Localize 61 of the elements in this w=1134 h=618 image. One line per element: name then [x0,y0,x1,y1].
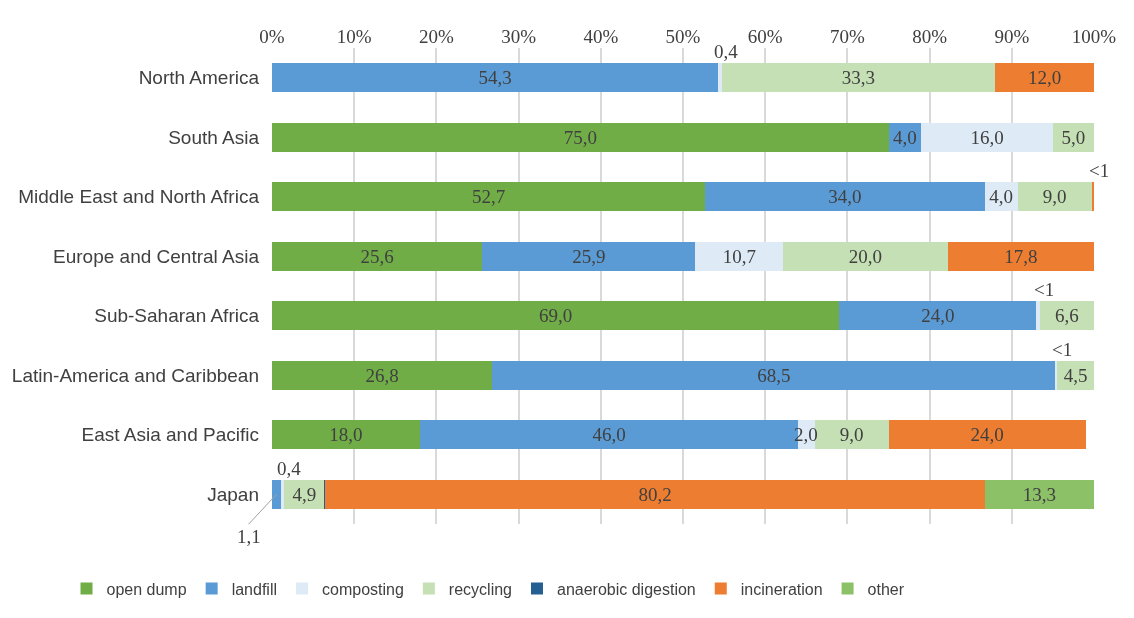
data-label: 25,6 [360,245,394,267]
x-tick-label: 70% [829,26,865,48]
x-tick-label: 30% [501,26,537,48]
x-tick-label: 10% [336,26,372,48]
data-label: 4,0 [989,186,1013,208]
legend-label: landfill [231,580,278,598]
x-tick-label: 100% [1071,26,1117,48]
data-label: 25,9 [572,245,606,267]
data-label: <1 [1034,279,1055,300]
y-tick-label: Sub-Saharan Africa [94,305,260,327]
data-label: <1 [1052,339,1073,360]
x-tick-label: 50% [665,26,701,48]
x-tick-label: 90% [994,26,1030,48]
data-label: 24,0 [970,424,1004,446]
y-tick-label: Latin-America and Caribbean [11,364,259,386]
legend-label: composting [322,580,404,598]
data-label: 4,0 [893,126,917,148]
y-tick-label: Europe and Central Asia [53,245,260,267]
data-label: 4,9 [292,483,317,505]
data-label: 12,0 [1028,67,1062,89]
data-label: 80,2 [638,483,672,505]
data-label: 4,5 [1063,364,1088,386]
x-tick-label: 80% [912,26,948,48]
y-tick-label: North America [138,67,260,89]
data-label: <1 [1089,160,1110,181]
data-label: 18,0 [329,424,363,446]
data-label: 1,1 [237,526,261,547]
data-label: 75,0 [563,126,597,148]
data-label: 68,5 [757,364,791,386]
data-label: 5,0 [1061,126,1086,148]
legend-label: open dump [106,580,187,598]
legend-label: anaerobic digestion [556,580,696,598]
y-tick-label: Middle East and North Africa [18,186,260,208]
x-tick-label: 20% [418,26,454,48]
data-label: 26,8 [365,364,399,386]
x-tick-label: 60% [747,26,783,48]
data-label: 24,0 [921,305,955,327]
data-label: 0,4 [277,458,302,479]
data-label: 69,0 [538,305,573,327]
legend-label: incineration [740,580,823,598]
data-label: 13,3 [1022,483,1056,505]
data-label: 6,6 [1055,305,1079,327]
data-label: 20,0 [848,245,883,267]
data-label: 54,3 [478,67,512,89]
y-tick-label: South Asia [168,126,260,148]
legend-label: recycling [448,580,512,598]
data-label: 46,0 [592,424,626,446]
data-label: 9,0 [1042,186,1067,208]
y-tick-label: Japan [207,483,259,505]
x-tick-label: 0% [259,26,285,48]
data-label: 0,4 [714,41,739,62]
data-label: 17,8 [1004,245,1038,267]
data-label: 33,3 [841,67,876,89]
data-label: 9,0 [839,424,864,446]
data-label: 16,0 [970,126,1004,148]
data-label: 34,0 [828,186,862,208]
data-label: 52,7 [471,186,506,208]
data-label: 10,7 [722,245,756,267]
x-tick-label: 40% [583,26,619,48]
y-tick-label: East Asia and Pacific [81,424,259,446]
legend-label: other [867,580,905,598]
